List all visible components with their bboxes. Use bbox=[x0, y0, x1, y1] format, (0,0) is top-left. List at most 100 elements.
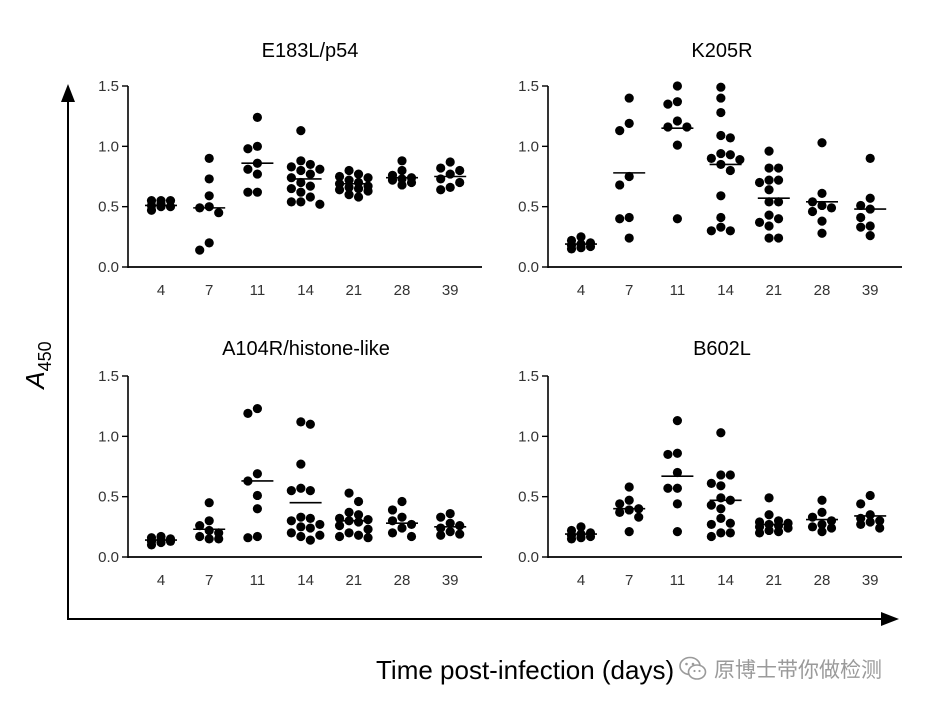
data-point bbox=[865, 517, 875, 527]
data-point bbox=[204, 191, 214, 201]
data-point bbox=[663, 483, 673, 493]
data-point bbox=[353, 517, 364, 527]
data-point bbox=[624, 233, 634, 243]
data-point bbox=[754, 528, 765, 538]
data-point bbox=[445, 518, 455, 528]
data-point bbox=[334, 185, 345, 195]
data-point bbox=[243, 164, 253, 174]
data-point bbox=[764, 510, 774, 520]
series-group-day-28 bbox=[806, 495, 838, 537]
x-tick-label: 39 bbox=[442, 282, 459, 299]
y-axis-label-main: A bbox=[20, 371, 50, 390]
panel-title: A104R/histone-like bbox=[222, 338, 390, 360]
data-point bbox=[875, 516, 885, 526]
data-point bbox=[214, 208, 224, 218]
panel-k205r: K205R 0.0 0.5 1.0 1.5 4 7 11 14 21 28 39 bbox=[518, 40, 902, 299]
data-point bbox=[672, 214, 683, 224]
data-point bbox=[865, 510, 875, 520]
data-point bbox=[624, 505, 634, 515]
data-point bbox=[204, 174, 214, 184]
data-point bbox=[576, 232, 586, 242]
series-group-day-39 bbox=[434, 508, 467, 540]
data-point bbox=[725, 528, 735, 538]
data-point bbox=[716, 493, 726, 503]
data-point bbox=[624, 171, 634, 182]
data-point bbox=[716, 470, 726, 480]
x-tick-label: 4 bbox=[157, 282, 165, 299]
data-point bbox=[585, 241, 596, 252]
data-point bbox=[716, 148, 726, 159]
data-point bbox=[296, 512, 306, 522]
data-point bbox=[344, 507, 354, 517]
x-tick-label: 4 bbox=[577, 572, 585, 589]
data-point bbox=[764, 197, 774, 207]
data-point bbox=[165, 536, 176, 546]
data-point bbox=[204, 516, 214, 526]
data-point bbox=[865, 193, 875, 203]
data-point bbox=[817, 138, 827, 148]
data-point bbox=[576, 533, 586, 543]
data-point bbox=[764, 221, 774, 231]
data-point bbox=[387, 528, 398, 538]
x-tick-label: 4 bbox=[157, 572, 165, 589]
data-point bbox=[286, 197, 296, 207]
data-point bbox=[315, 199, 325, 209]
data-point bbox=[773, 175, 784, 185]
series-group-day-7 bbox=[613, 482, 646, 537]
data-point bbox=[856, 212, 866, 223]
data-point bbox=[716, 191, 726, 201]
data-point bbox=[455, 165, 465, 176]
data-point bbox=[296, 187, 306, 197]
data-point bbox=[436, 530, 446, 540]
series-group-day-7 bbox=[613, 93, 646, 243]
outer-axes bbox=[61, 84, 899, 626]
data-point bbox=[856, 519, 866, 530]
series-group-day-39 bbox=[854, 490, 887, 533]
data-point bbox=[566, 534, 577, 544]
data-point bbox=[624, 212, 634, 223]
data-point bbox=[286, 173, 296, 183]
data-point bbox=[706, 226, 716, 236]
series-group-day-28 bbox=[386, 496, 418, 542]
y-tick-label: 0.5 bbox=[98, 199, 119, 216]
y-axis-label: A450 bbox=[20, 341, 55, 390]
data-point bbox=[387, 505, 398, 515]
data-point bbox=[296, 417, 306, 427]
y-tick-label: 0.5 bbox=[518, 199, 539, 216]
data-point bbox=[252, 169, 262, 179]
x-axis-label: Time post-infection (days) bbox=[376, 655, 674, 685]
data-point bbox=[243, 187, 253, 197]
data-point bbox=[344, 182, 354, 192]
data-point bbox=[817, 200, 827, 211]
data-point bbox=[817, 188, 827, 198]
data-point bbox=[305, 535, 315, 545]
data-point bbox=[773, 163, 784, 173]
series-group-day-4 bbox=[145, 531, 177, 550]
data-point bbox=[716, 504, 726, 514]
data-point bbox=[865, 231, 875, 241]
x-tick-label: 4 bbox=[577, 282, 585, 299]
x-tick-label: 39 bbox=[862, 282, 879, 299]
y-axis-label-subscript: 450 bbox=[35, 341, 55, 371]
data-point bbox=[353, 496, 364, 507]
data-point bbox=[252, 112, 262, 122]
data-point bbox=[305, 192, 315, 202]
data-point bbox=[286, 183, 296, 194]
data-point bbox=[315, 164, 325, 174]
data-point bbox=[624, 93, 634, 103]
data-point bbox=[146, 205, 157, 215]
x-axis-arrow-icon bbox=[881, 612, 899, 626]
data-point bbox=[296, 165, 306, 176]
x-tick-label: 11 bbox=[250, 282, 266, 299]
data-point bbox=[725, 226, 735, 236]
data-point bbox=[585, 531, 596, 542]
data-point bbox=[436, 512, 446, 522]
series-group-day-21 bbox=[754, 146, 790, 243]
series-group-day-11 bbox=[241, 403, 274, 543]
x-tick-label: 28 bbox=[814, 282, 831, 299]
x-tick-label: 21 bbox=[345, 282, 362, 299]
data-point bbox=[296, 177, 306, 188]
data-point bbox=[204, 153, 214, 163]
data-point bbox=[305, 419, 315, 429]
data-point bbox=[663, 122, 673, 132]
